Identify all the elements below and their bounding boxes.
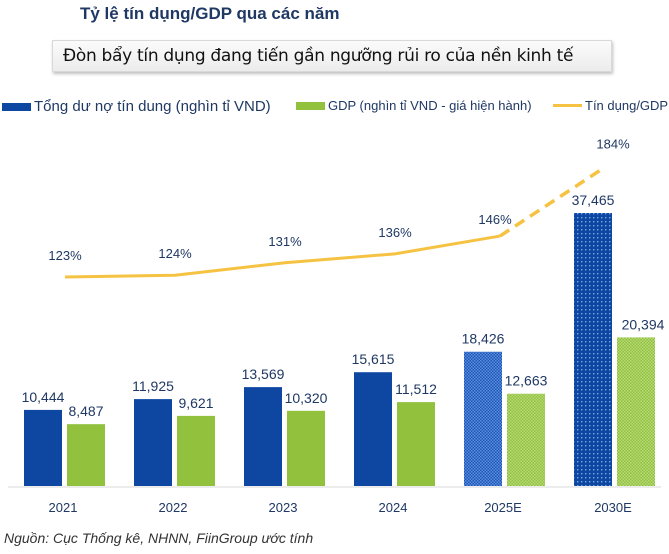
bar-credit-2022 [134,399,172,486]
label-gdp-2024: 11,512 [395,381,437,397]
label-ratio-2023: 131% [268,234,302,249]
label-ratio-2022: 124% [158,246,192,261]
subtitle-box: Đòn bẩy tín dụng đang tiến gần ngưỡng rủ… [52,40,612,72]
label-ratio-2024: 136% [378,225,412,240]
bar-credit-2021 [24,409,62,486]
legend-label-gdp: GDP (nghìn tỉ VND - giá hiện hành) [328,98,532,113]
label-credit-2024: 15,615 [352,351,395,367]
source-note: Nguồn: Cục Thống kê, NHNN, FiinGroup ước… [4,530,314,546]
bar-credit-2025E [464,351,502,486]
label-ratio-2021: 123% [48,248,82,263]
bar-credit-2023 [244,387,282,486]
legend-swatch-gdp [296,101,325,110]
bar-credit-2024 [354,372,392,486]
legend-item-credit: Tổng dư nợ tín dung (nghìn tỉ VND) [2,98,271,115]
label-gdp-2021: 8,487 [68,403,103,419]
ratio-line-actual [64,234,501,279]
bar-gdp-2021 [67,424,105,486]
label-gdp-2022: 9,621 [178,395,213,411]
label-credit-2023: 13,569 [242,366,285,382]
x-tick-2025E: 2025E [484,500,522,515]
label-ratio-2025E: 146% [478,212,512,227]
legend-label-ratio: Tín dụng/GDP [585,98,669,113]
chart-title: Tỷ lệ tín dụng/GDP qua các năm [80,4,340,23]
label-credit-2030E: 37,465 [572,192,615,208]
chart-subtitle: Đòn bẩy tín dụng đang tiến gần ngưỡng rủ… [63,46,574,66]
bar-gdp-2030E [617,337,655,486]
legend-item-ratio: Tín dụng/GDP [553,98,668,113]
bar-gdp-2025E [507,393,545,486]
legend: Tổng dư nợ tín dung (nghìn tỉ VND) GDP (… [0,98,669,118]
bar-gdp-2024 [397,402,435,486]
legend-item-gdp: GDP (nghìn tỉ VND - giá hiện hành) [296,98,532,113]
ratio-line-forecast [499,166,604,238]
bar-gdp-2023 [287,410,325,486]
label-credit-2022: 11,925 [132,378,174,394]
label-gdp-2025E: 12,663 [505,373,548,389]
label-gdp-2030E: 20,394 [622,316,665,332]
legend-swatch-credit [2,102,31,111]
x-tick-2024: 2024 [379,500,408,515]
legend-swatch-ratio [553,104,582,107]
bar-gdp-2022 [177,415,215,486]
x-tick-2021: 2021 [49,500,78,515]
label-credit-2025E: 18,426 [462,331,505,347]
label-gdp-2023: 10,320 [285,390,328,406]
bar-credit-2030E [574,213,612,486]
x-tick-2023: 2023 [269,500,298,515]
x-tick-2022: 2022 [159,500,188,515]
label-ratio-2030E: 184% [596,136,630,151]
x-tick-2030E: 2030E [594,500,632,515]
label-credit-2021: 10,444 [22,389,65,405]
legend-label-credit: Tổng dư nợ tín dung (nghìn tỉ VND) [34,98,271,115]
